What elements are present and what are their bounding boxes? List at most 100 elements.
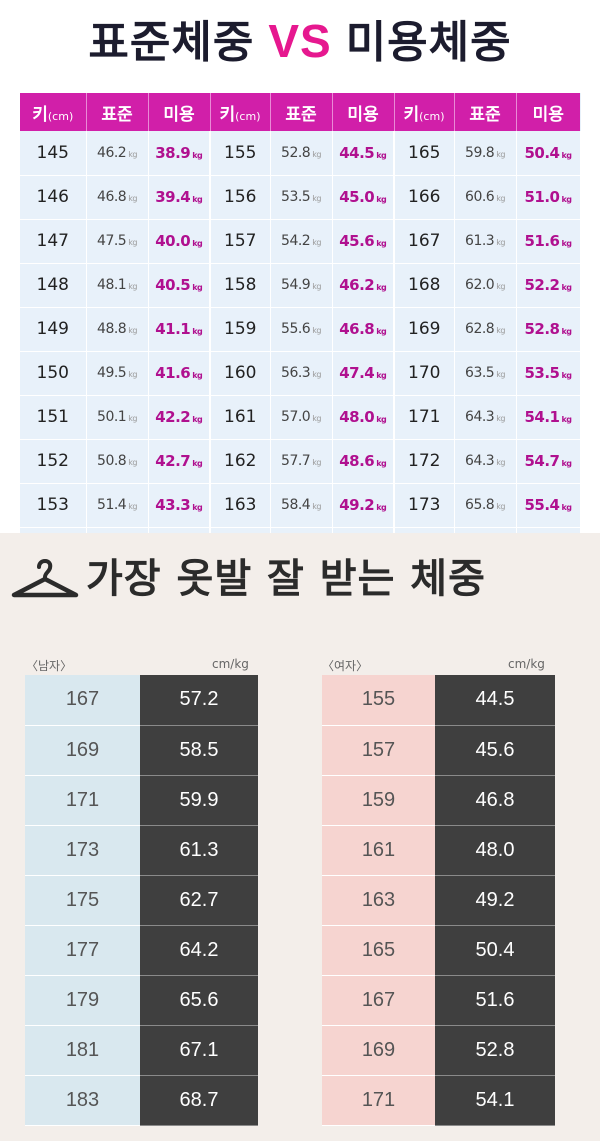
height-cell: 159 (322, 775, 435, 826)
standard-weight-cell: 46.8 kg (86, 175, 149, 220)
standard-weight-cell: 57.0 kg (270, 395, 333, 440)
standard-weight-cell: 52.8 kg (270, 131, 333, 176)
height-cell: 158 (210, 263, 271, 308)
standard-weight-cell: 65.8 kg (454, 483, 517, 528)
women-unit: cm/kg (508, 657, 545, 671)
weight-cell: 61.3 (140, 825, 258, 876)
title-beauty: 미용체중 (345, 17, 512, 68)
height-cell: 153 (20, 483, 87, 528)
height-cell: 156 (210, 175, 271, 220)
beauty-weight-cell: 54.7 kg (516, 439, 581, 484)
header-height: 키(cm) (20, 93, 87, 131)
height-cell: 163 (322, 875, 435, 926)
height-cell: 171 (322, 1075, 435, 1126)
table-row: 155 44.5 (322, 675, 555, 726)
standard-weight-cell: 59.8 kg (454, 131, 517, 176)
table-row: 165 50.4 (322, 925, 555, 976)
standard-weight-cell: 51.4 kg (86, 483, 149, 528)
table-row: 148 48.1 kg 40.5 kg 158 54.9 kg 46.2 kg 168 62.0 kg 5… (20, 263, 581, 308)
height-cell: 159 (210, 307, 271, 352)
standard-weight-cell: 50.8 kg (86, 439, 149, 484)
beauty-weight-cell: 55.4 kg (516, 483, 581, 528)
page-title: 표준체중 VS 미용체중 (0, 6, 600, 76)
title-standard: 표준체중 (88, 17, 255, 68)
height-cell: 155 (322, 675, 435, 726)
standard-weight-cell: 49.5 kg (86, 351, 149, 396)
weight-cell: 45.6 (435, 725, 555, 776)
table-row: 157 45.6 (322, 725, 555, 776)
standard-weight-cell: 64.3 kg (454, 395, 517, 440)
table-row: 151 50.1 kg 42.2 kg 161 57.0 kg 48.0 kg 171 64.3 kg 5… (20, 395, 581, 440)
standard-vs-beauty-section: 표준체중 VS 미용체중 키(cm) 표준 미용 키(cm) 표준 미용 키(cm)… (0, 0, 600, 559)
beauty-weight-cell: 51.6 kg (516, 219, 581, 264)
standard-weight-cell: 48.8 kg (86, 307, 149, 352)
weight-cell: 57.2 (140, 675, 258, 726)
height-cell: 173 (394, 483, 455, 528)
beauty-weight-cell: 44.5 kg (332, 131, 395, 176)
beauty-weight-cell: 41.1 kg (148, 307, 211, 352)
height-cell: 167 (25, 675, 140, 726)
header-height: 키(cm) (210, 93, 271, 131)
table-row: 183 68.7 (25, 1075, 258, 1126)
header-standard: 표준 (454, 93, 517, 131)
table-row: 163 49.2 (322, 875, 555, 926)
weight-cell: 51.6 (435, 975, 555, 1026)
weight-cell: 48.0 (435, 825, 555, 876)
height-cell: 165 (394, 131, 455, 176)
weight-cell: 50.4 (435, 925, 555, 976)
weight-cell: 44.5 (435, 675, 555, 726)
table-row: 167 51.6 (322, 975, 555, 1026)
height-cell: 171 (394, 395, 455, 440)
standard-weight-cell: 62.8 kg (454, 307, 517, 352)
height-cell: 155 (210, 131, 271, 176)
height-cell: 160 (210, 351, 271, 396)
beauty-weight-cell: 52.2 kg (516, 263, 581, 308)
table-row: 145 46.2 kg 38.9 kg 155 52.8 kg 44.5 kg 165 59.8 kg 5… (20, 131, 581, 176)
standard-weight-cell: 48.1 kg (86, 263, 149, 308)
beauty-weight-cell: 49.2 kg (332, 483, 395, 528)
women-weight-table: 155 44.5 157 45.6 159 46.8 161 48.0 163 49.2 165 50… (322, 675, 555, 1126)
height-cell: 179 (25, 975, 140, 1026)
table-row: 169 52.8 (322, 1025, 555, 1076)
beauty-weight-cell: 53.5 kg (516, 351, 581, 396)
height-cell: 172 (394, 439, 455, 484)
table-row: 181 67.1 (25, 1025, 258, 1076)
weight-cell: 65.6 (140, 975, 258, 1026)
standard-weight-cell: 53.5 kg (270, 175, 333, 220)
standard-weight-cell: 50.1 kg (86, 395, 149, 440)
beauty-weight-cell: 48.6 kg (332, 439, 395, 484)
standard-weight-cell: 56.3 kg (270, 351, 333, 396)
height-cell: 147 (20, 219, 87, 264)
height-cell: 150 (20, 351, 87, 396)
standard-weight-cell: 46.2 kg (86, 131, 149, 176)
women-label: 〈여자〉 (322, 659, 369, 673)
height-cell: 148 (20, 263, 87, 308)
header-beauty: 미용 (148, 93, 211, 131)
header-beauty: 미용 (332, 93, 395, 131)
height-cell: 177 (25, 925, 140, 976)
weight-cell: 52.8 (435, 1025, 555, 1076)
height-cell: 161 (210, 395, 271, 440)
title-vs: VS (268, 15, 332, 67)
beauty-weight-cell: 38.9 kg (148, 131, 211, 176)
weight-cell: 59.9 (140, 775, 258, 826)
beauty-weight-cell: 51.0 kg (516, 175, 581, 220)
beauty-weight-cell: 42.7 kg (148, 439, 211, 484)
standard-weight-cell: 54.9 kg (270, 263, 333, 308)
beauty-weight-cell: 39.4 kg (148, 175, 211, 220)
table-row: 153 51.4 kg 43.3 kg 163 58.4 kg 49.2 kg 173 65.8 kg 5… (20, 483, 581, 528)
table-row: 171 59.9 (25, 775, 258, 826)
height-cell: 161 (322, 825, 435, 876)
height-cell: 170 (394, 351, 455, 396)
table-row: 149 48.8 kg 41.1 kg 159 55.6 kg 46.8 kg 169 62.8 kg 5… (20, 307, 581, 352)
hanger-icon (11, 559, 79, 598)
table-row: 177 64.2 (25, 925, 258, 976)
weight-cell: 58.5 (140, 725, 258, 776)
table-row: 161 48.0 (322, 825, 555, 876)
weight-cell: 67.1 (140, 1025, 258, 1076)
table-row: 175 62.7 (25, 875, 258, 926)
weight-cell: 49.2 (435, 875, 555, 926)
best-fit-weight-section: 가장 옷발 잘 받는 체중 〈남자〉 cm/kg 〈여자〉 cm/kg 167 5… (0, 533, 600, 1141)
height-cell: 157 (322, 725, 435, 776)
height-cell: 168 (394, 263, 455, 308)
